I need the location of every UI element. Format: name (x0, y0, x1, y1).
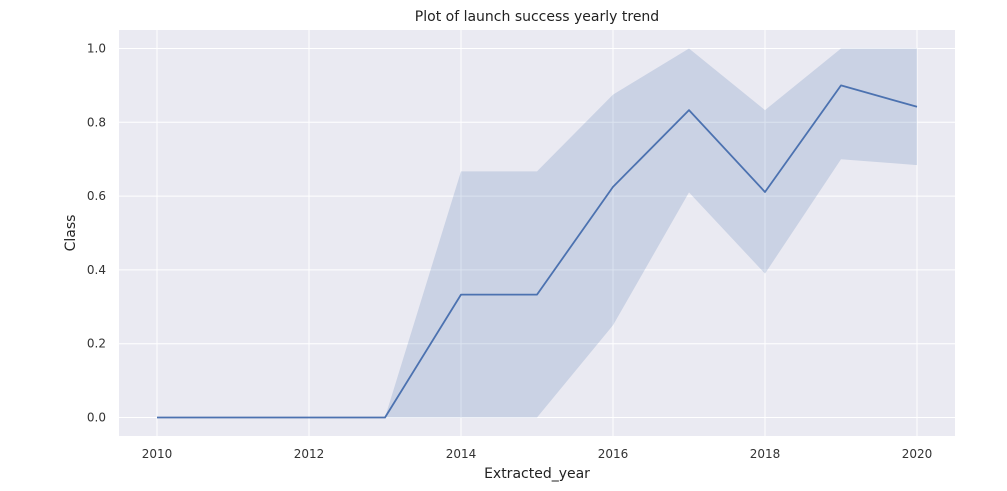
y-tick-label: 0.4 (87, 263, 106, 277)
x-tick-labels: 2010 2012 2014 2016 2018 2020 (142, 447, 933, 461)
y-axis-label: Class (63, 215, 79, 252)
x-tick-label: 2016 (598, 447, 629, 461)
confidence-band (157, 48, 917, 418)
x-tick-label: 2020 (902, 447, 933, 461)
plot-area (119, 30, 955, 436)
y-tick-label: 0.2 (87, 337, 106, 351)
y-tick-label: 0.8 (87, 115, 106, 129)
x-axis-label: Extracted_year (484, 466, 590, 482)
y-tick-label: 0.0 (87, 411, 106, 425)
x-tick-label: 2010 (142, 447, 173, 461)
y-tick-label: 0.6 (87, 189, 106, 203)
x-tick-label: 2018 (750, 447, 781, 461)
series-line (157, 84, 918, 419)
chart-title: Plot of launch success yearly trend (415, 9, 659, 25)
x-tick-label: 2014 (446, 447, 477, 461)
y-tick-labels: 0.0 0.2 0.4 0.6 0.8 1.0 (87, 41, 106, 424)
x-tick-label: 2012 (294, 447, 325, 461)
y-tick-label: 1.0 (87, 41, 106, 55)
